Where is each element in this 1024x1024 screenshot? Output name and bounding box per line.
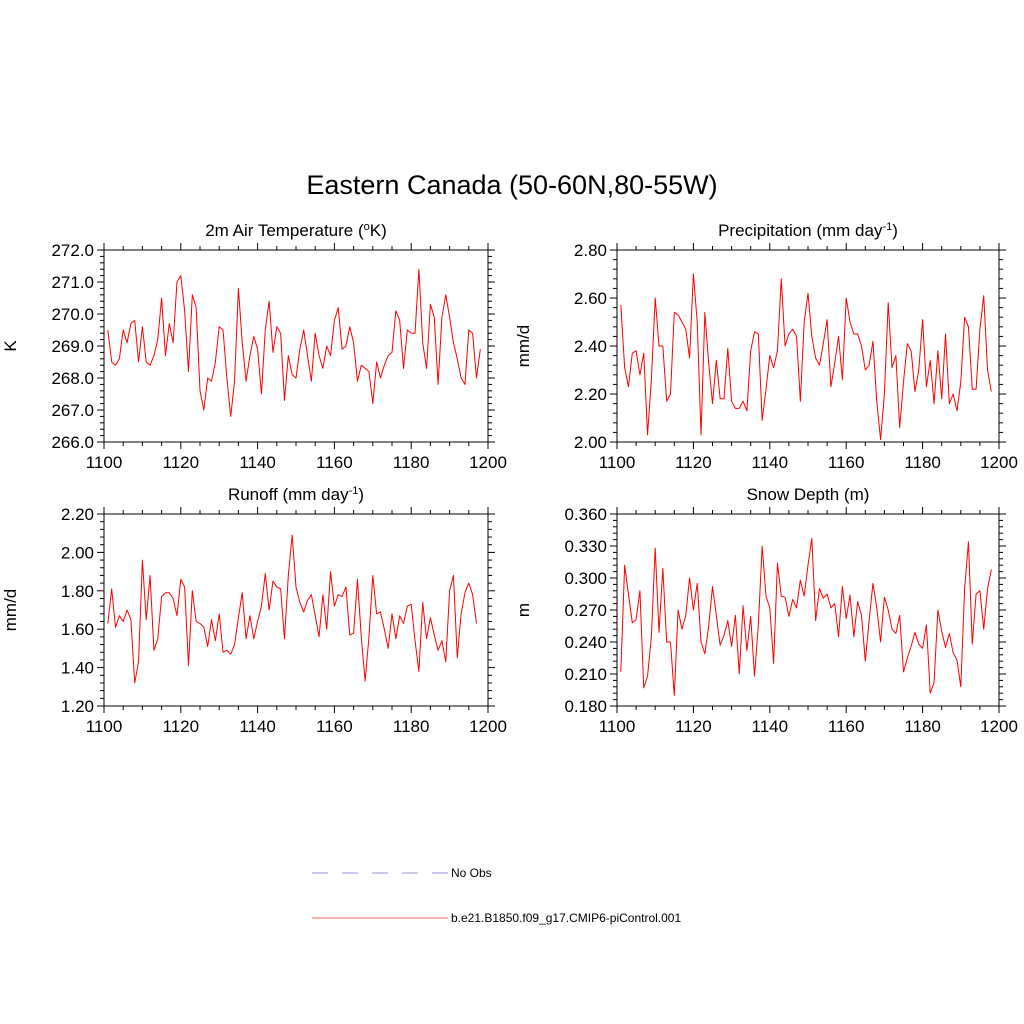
- y-tick-label: 1.20: [61, 697, 94, 716]
- x-tick-label: 1120: [163, 717, 200, 736]
- y-tick-label: 2.40: [574, 337, 607, 356]
- y-tick-label: 268.0: [51, 369, 94, 388]
- x-tick-label: 1120: [675, 453, 712, 472]
- legend-label-model: b.e21.B1850.f09_g17.CMIP6-piControl.001: [451, 911, 681, 925]
- panel-title: Snow Depth (m): [747, 485, 870, 504]
- y-axis-label: K: [1, 340, 20, 352]
- x-tick-label: 1120: [163, 453, 200, 472]
- y-tick-label: 2.00: [574, 433, 607, 452]
- x-tick-label: 1140: [239, 717, 276, 736]
- x-tick-label: 1180: [393, 717, 430, 736]
- x-tick-label: 1180: [904, 717, 941, 736]
- y-tick-label: 2.00: [61, 543, 94, 562]
- y-tick-label: 2.20: [61, 505, 94, 524]
- series-line: [107, 268, 481, 417]
- x-tick-label: 1160: [828, 453, 865, 472]
- y-tick-label: 1.40: [61, 659, 94, 678]
- y-axis-label: mm/d: [514, 325, 533, 368]
- x-tick-label: 1120: [675, 717, 712, 736]
- y-tick-label: 0.360: [564, 505, 607, 524]
- panel-title: 2m Air Temperature (oK): [205, 221, 387, 240]
- y-tick-label: 272.0: [51, 241, 94, 260]
- x-tick-label: 1180: [393, 453, 430, 472]
- x-tick-label: 1200: [980, 717, 1018, 736]
- y-tick-label: 1.80: [61, 582, 94, 601]
- figure-title: Eastern Canada (50-60N,80-55W): [306, 170, 717, 200]
- panels: 1100 1120 1140 1160 1180 1200 266.0 267.0 268.0 2…: [1, 221, 1018, 736]
- panel-runoff-mm-day: 1100 1120 1140 1160 1180 1200 1.20 1.40 1.60 1.80…: [1, 485, 507, 736]
- y-tick-label: 0.240: [564, 633, 607, 652]
- series-line: [620, 538, 992, 696]
- y-tick-label: 0.210: [564, 665, 607, 684]
- y-axis-label: m: [514, 603, 533, 617]
- x-tick-label: 1140: [239, 453, 276, 472]
- x-tick-label: 1160: [316, 717, 353, 736]
- panel-title: Runoff (mm day-1): [228, 485, 364, 504]
- x-tick-label: 1100: [599, 717, 636, 736]
- panel-2m-air-temperature-k: 1100 1120 1140 1160 1180 1200 266.0 267.0 268.0 2…: [1, 221, 507, 472]
- panel-snow-depth-m: 1100 1120 1140 1160 1180 1200 0.180 0.210 0.240 0…: [514, 485, 1018, 736]
- y-tick-label: 2.60: [574, 289, 607, 308]
- y-tick-label: 271.0: [51, 273, 94, 292]
- panel-precipitation-mm-day: 1100 1120 1140 1160 1180 1200 2.00 2.20 2.40 2.60…: [514, 221, 1018, 472]
- x-tick-label: 1100: [599, 453, 636, 472]
- y-axis-label: mm/d: [1, 589, 20, 632]
- series-line: [107, 534, 477, 684]
- y-tick-label: 1.60: [61, 620, 94, 639]
- x-tick-label: 1200: [980, 453, 1018, 472]
- panel-title: Precipitation (mm day-1): [718, 221, 898, 240]
- x-tick-label: 1100: [86, 717, 123, 736]
- y-tick-label: 267.0: [51, 401, 94, 420]
- x-tick-label: 1140: [752, 453, 789, 472]
- y-tick-label: 0.180: [564, 697, 607, 716]
- x-tick-label: 1200: [469, 717, 507, 736]
- y-tick-label: 0.270: [564, 601, 607, 620]
- x-tick-label: 1200: [469, 453, 507, 472]
- x-tick-label: 1160: [828, 717, 865, 736]
- legend: No Obs b.e21.B1850.f09_g17.CMIP6-piContr…: [312, 866, 681, 925]
- x-tick-label: 1180: [904, 453, 941, 472]
- series-line: [620, 273, 992, 441]
- y-tick-label: 269.0: [51, 337, 94, 356]
- y-tick-label: 2.20: [574, 385, 607, 404]
- legend-label-no-obs: No Obs: [451, 866, 492, 880]
- y-tick-label: 0.300: [564, 569, 607, 588]
- y-tick-label: 2.80: [574, 241, 607, 260]
- x-tick-label: 1100: [86, 453, 123, 472]
- y-tick-label: 0.330: [564, 537, 607, 556]
- x-tick-label: 1140: [752, 717, 789, 736]
- x-tick-label: 1160: [316, 453, 353, 472]
- y-tick-label: 270.0: [51, 305, 94, 324]
- y-tick-label: 266.0: [51, 433, 94, 452]
